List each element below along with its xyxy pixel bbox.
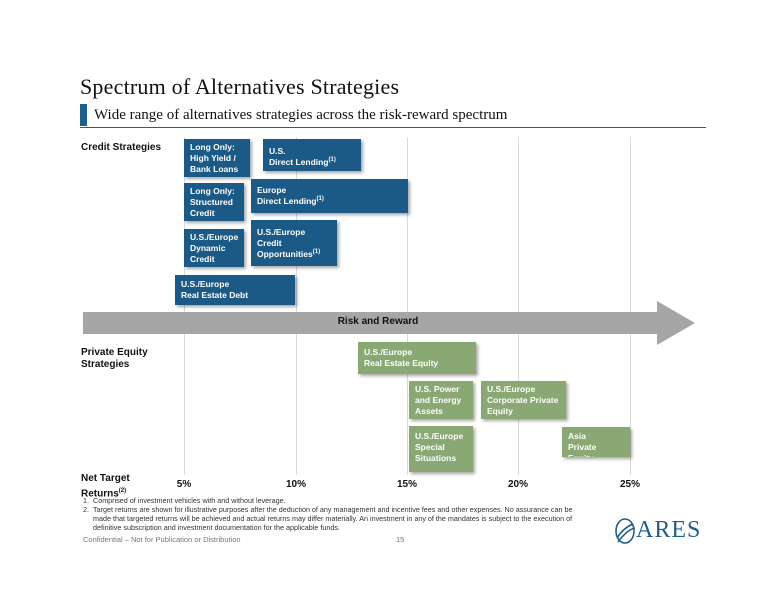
strategy-us-direct-lending: U.S. Direct Lending(1) [263,139,361,171]
tick-label-10: 10% [285,479,306,490]
footnotes: 1. Comprised of investment vehicles with … [83,496,583,532]
strategy-power-and-energy: U.S. Power and Energy Assets [409,381,473,419]
subtitle-accent-bar [80,104,87,126]
credit-strategies-label: Credit Strategies [81,142,162,153]
footnote-2: 2. Target returns are shown for illustrat… [83,505,573,532]
private-equity-strategies-label: Private Equity Strategies [81,347,148,370]
confidential-notice: Confidential – Not for Publication or Di… [83,535,241,544]
tick-label-5: 5% [176,479,192,490]
footnote-1: 1. Comprised of investment vehicles with … [83,496,286,505]
page-subtitle: Wide range of alternatives strategies ac… [94,107,508,123]
tick-label-20: 20% [507,479,528,490]
gridline-20 [518,137,519,475]
strategy-corporate-private-equity: U.S./Europe Corporate Private Equity [481,381,566,419]
strategy-real-estate-equity: U.S./Europe Real Estate Equity [358,342,476,374]
strategy-real-estate-debt: U.S./Europe Real Estate Debt [175,275,295,305]
net-target-returns-label: Net Target Returns(2) [81,473,130,500]
risk-reward-arrow [83,301,695,345]
page-title: Spectrum of Alternatives Strategies [80,74,400,99]
strategy-special-situations: U.S./Europe Special Situations [409,426,473,472]
gridline-10 [296,137,297,475]
ares-logo-text: ARES [636,517,702,543]
strategy-credit-opportunities: U.S./Europe Credit Opportunities(1) [251,220,337,266]
arrow-label: Risk and Reward [337,316,419,327]
gridline-5 [184,137,185,475]
gridline-25 [630,137,631,475]
tick-label-15: 15% [396,479,417,490]
gridline-15 [407,137,408,475]
tick-label-25: 25% [619,479,640,490]
strategy-dynamic-credit: U.S./Europe Dynamic Credit [184,229,244,267]
strategy-long-only-high-yield: Long Only: High Yield / Bank Loans [184,139,250,177]
strategy-europe-direct-lending: Europe Direct Lending(1) [251,179,408,213]
strategy-long-only-structured-credit: Long Only: Structured Credit [184,183,244,221]
page-number: 15 [396,535,405,544]
ares-logo-icon [615,518,636,544]
header-rule [80,127,706,128]
